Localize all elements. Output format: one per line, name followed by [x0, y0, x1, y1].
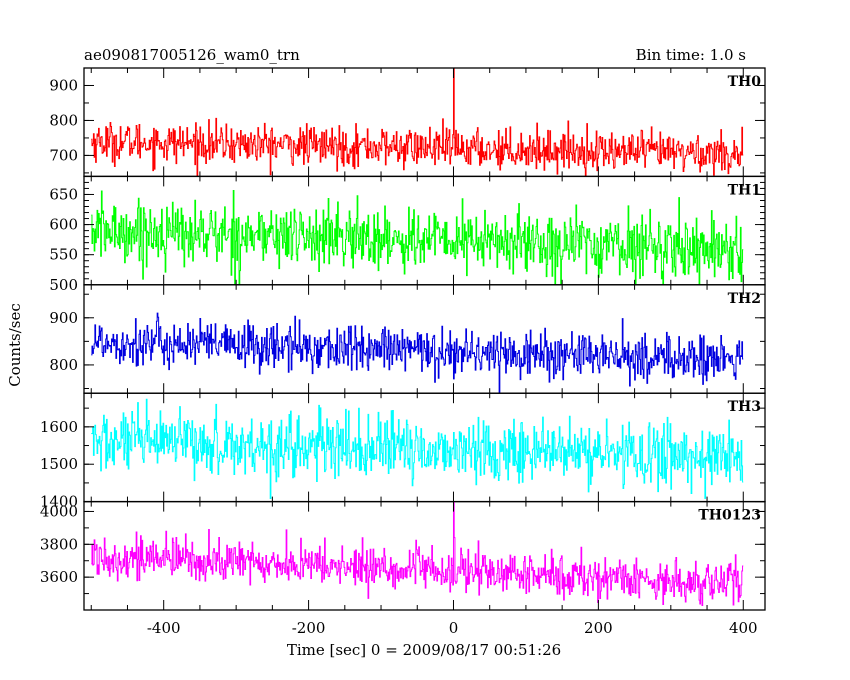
bin-time-label: Bin time: 1.0 s	[636, 46, 746, 64]
x-tick-label: 0	[449, 619, 459, 637]
panel-label-th1: TH1	[728, 182, 761, 198]
y-tick-label: 4000	[40, 502, 78, 520]
y-tick-label: 1500	[40, 455, 78, 473]
x-tick-label: -200	[292, 619, 326, 637]
y-tick-label: 800	[49, 356, 78, 374]
panel-frame	[83, 500, 766, 611]
y-tick-label: 3600	[40, 568, 78, 586]
panel-label-th0: TH0	[728, 74, 762, 90]
y-tick-label: 800	[49, 111, 78, 129]
y-tick-label: 700	[49, 146, 78, 164]
y-tick-label: 550	[49, 246, 78, 264]
panel-label-th3: TH3	[728, 399, 761, 415]
chart-title: ae090817005126_wam0_trn	[84, 46, 300, 64]
series-line-th0123	[91, 501, 744, 607]
y-tick-label: 1600	[40, 418, 78, 436]
panel-th3: 1400 1500 1600 TH3	[40, 392, 766, 511]
panels-group: 700 800 900 TH0 500 550 600 650 TH1 800 900 TH2 1400…	[40, 67, 766, 611]
y-tick-label: 600	[49, 216, 78, 234]
y-tick-label: 900	[49, 309, 78, 327]
x-tick-label: 200	[584, 619, 613, 637]
panel-frame	[83, 284, 766, 394]
y-axis-title: Counts/sec	[6, 303, 24, 387]
x-tick-label: -400	[147, 619, 181, 637]
x-axis-title: Time [sec] 0 = 2009/08/17 00:51:26	[287, 641, 561, 659]
panel-frame	[83, 67, 766, 178]
x-tick-label: 400	[729, 619, 758, 637]
series-line-th1	[91, 189, 744, 285]
panel-label-th2: TH2	[728, 291, 761, 307]
y-tick-label: 500	[49, 276, 78, 294]
series-line-th0	[91, 68, 744, 177]
panel-label-th0123: TH0123	[698, 508, 761, 524]
panel-th0: 700 800 900 TH0	[49, 67, 766, 178]
x-axis: -400 -200 0 200 400	[147, 619, 758, 637]
panel-th0123: 3600 3800 4000 TH0123	[40, 500, 766, 611]
series-line-th3	[91, 398, 744, 499]
panel-th1: 500 550 600 650 TH1	[49, 175, 766, 294]
y-tick-label: 650	[49, 185, 78, 203]
series-line-th2	[91, 312, 744, 393]
panel-th2: 800 900 TH2	[49, 284, 766, 394]
y-tick-label: 900	[49, 76, 78, 94]
y-tick-label: 1400	[40, 493, 78, 511]
y-tick-label: 3800	[40, 535, 78, 553]
